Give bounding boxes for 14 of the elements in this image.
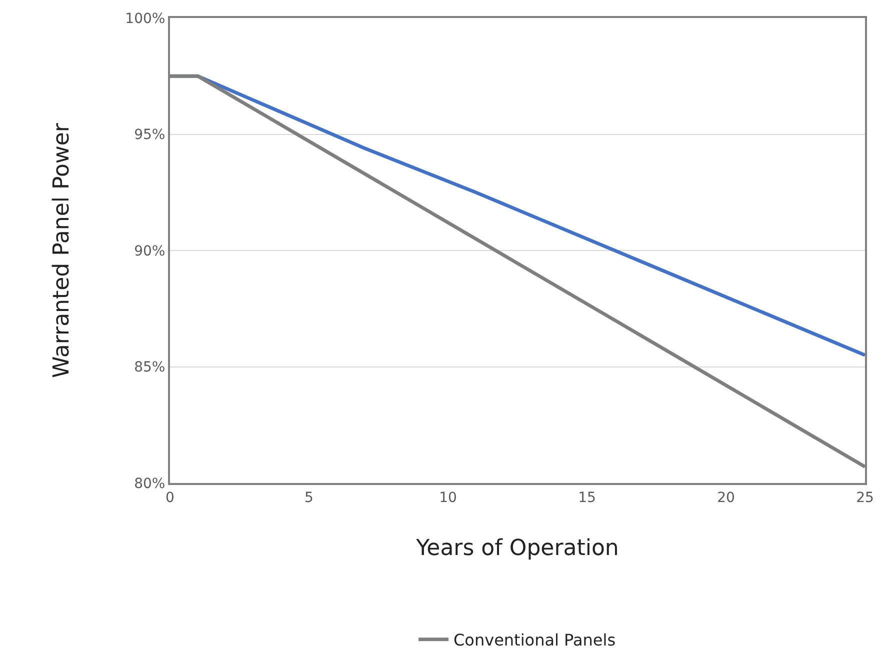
y-tick-label: 90% (134, 243, 166, 260)
x-tick-label: 0 (166, 490, 174, 506)
x-tick-label: 15 (578, 490, 596, 506)
y-tick-label: 85% (134, 360, 166, 376)
y-tick-label: 100% (125, 10, 166, 27)
x-tick-label: 5 (304, 490, 314, 506)
x-axis-title: Years of Operation (415, 536, 619, 562)
x-tick-label: 10 (439, 490, 457, 506)
y-axis-title: Warranted Panel Power (49, 122, 74, 378)
y-tick-label: 80% (134, 476, 166, 492)
x-tick-label: 20 (717, 490, 735, 506)
y-tick-label: 95% (134, 127, 166, 144)
x-tick-label: 25 (856, 490, 874, 506)
legend-label: Conventional Panels (454, 630, 616, 650)
